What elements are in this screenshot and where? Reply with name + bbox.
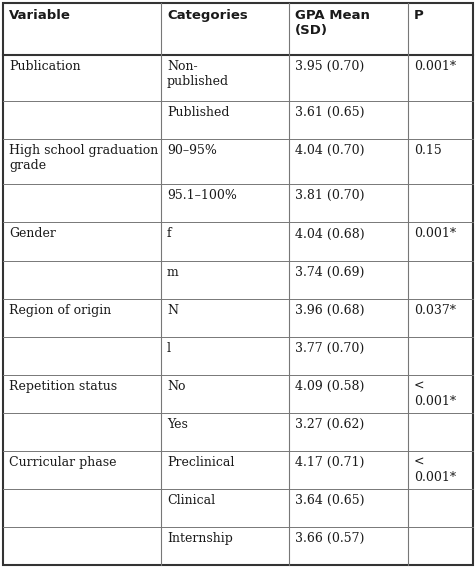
Text: m: m (167, 265, 178, 278)
Text: Gender: Gender (9, 227, 56, 240)
Text: Curricular phase: Curricular phase (9, 456, 117, 469)
Text: <
0.001*: < 0.001* (414, 379, 456, 408)
Text: 3.95 (0.70): 3.95 (0.70) (295, 60, 365, 73)
Text: High school graduation
grade: High school graduation grade (9, 144, 158, 172)
Text: No: No (167, 379, 186, 392)
Text: 0.001*: 0.001* (414, 227, 456, 240)
Text: Categories: Categories (167, 9, 248, 22)
Text: 3.64 (0.65): 3.64 (0.65) (295, 494, 365, 507)
Text: 4.04 (0.70): 4.04 (0.70) (295, 144, 365, 157)
Text: 4.17 (0.71): 4.17 (0.71) (295, 456, 365, 469)
Text: Variable: Variable (9, 9, 71, 22)
Text: P: P (414, 9, 424, 22)
Text: Preclinical: Preclinical (167, 456, 234, 469)
Text: Publication: Publication (9, 60, 80, 73)
Text: 3.74 (0.69): 3.74 (0.69) (295, 265, 365, 278)
Text: Region of origin: Region of origin (9, 303, 111, 316)
Text: 3.61 (0.65): 3.61 (0.65) (295, 106, 365, 119)
Text: 3.66 (0.57): 3.66 (0.57) (295, 532, 365, 545)
Text: 0.037*: 0.037* (414, 303, 456, 316)
Text: 95.1–100%: 95.1–100% (167, 189, 237, 202)
Text: 3.81 (0.70): 3.81 (0.70) (295, 189, 365, 202)
Text: Published: Published (167, 106, 229, 119)
Text: 3.27 (0.62): 3.27 (0.62) (295, 417, 365, 431)
Text: 0.001*: 0.001* (414, 60, 456, 73)
Text: 4.09 (0.58): 4.09 (0.58) (295, 379, 365, 392)
Text: Non-
published: Non- published (167, 60, 229, 88)
Text: Internship: Internship (167, 532, 233, 545)
Text: Repetition status: Repetition status (9, 379, 117, 392)
Text: 90–95%: 90–95% (167, 144, 217, 157)
Text: 4.04 (0.68): 4.04 (0.68) (295, 227, 365, 240)
Text: GPA Mean
(SD): GPA Mean (SD) (295, 9, 370, 37)
Text: Yes: Yes (167, 417, 188, 431)
Text: <
0.001*: < 0.001* (414, 456, 456, 484)
Text: 3.77 (0.70): 3.77 (0.70) (295, 341, 365, 354)
Text: Clinical: Clinical (167, 494, 215, 507)
Text: 3.96 (0.68): 3.96 (0.68) (295, 303, 365, 316)
Text: 0.15: 0.15 (414, 144, 442, 157)
Text: f: f (167, 227, 172, 240)
Text: l: l (167, 341, 171, 354)
Text: N: N (167, 303, 178, 316)
